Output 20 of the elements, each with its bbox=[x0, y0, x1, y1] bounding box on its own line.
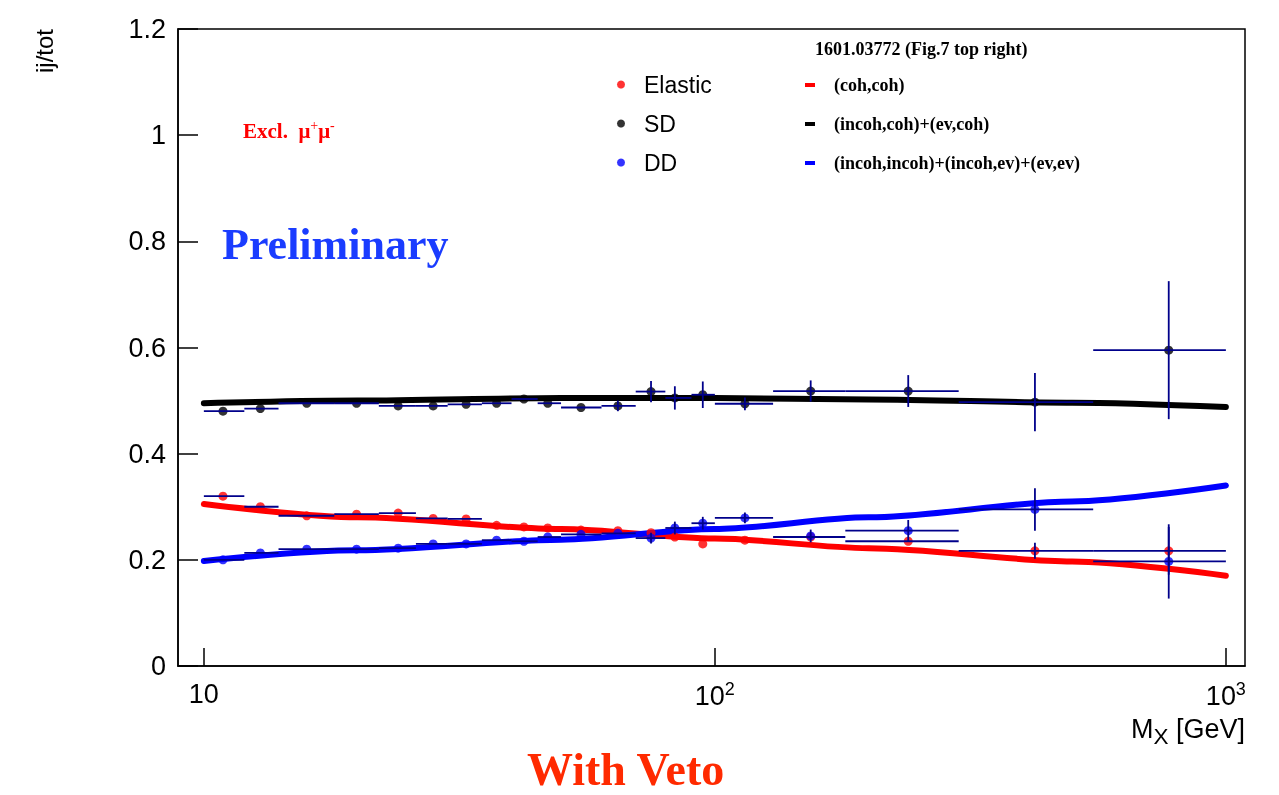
legend-label: DD bbox=[644, 149, 678, 176]
y-tick-label: 0.4 bbox=[128, 438, 166, 469]
y-tick-label: 0.8 bbox=[128, 226, 166, 257]
y-tick-label: 0.2 bbox=[128, 544, 166, 575]
legend-label: Elastic bbox=[644, 71, 712, 98]
y-tick-label: 0 bbox=[150, 651, 166, 681]
y-tick-label: 1 bbox=[150, 120, 166, 151]
text: With Veto bbox=[527, 743, 725, 795]
annotation: Excl. μ+μ- bbox=[243, 117, 336, 143]
legend-label: (incoh,coh)+(ev,coh) bbox=[834, 114, 990, 135]
y-tick-label: 0.6 bbox=[128, 332, 166, 363]
legend-label: (coh,coh) bbox=[834, 75, 905, 96]
x-axis-title: M$_{X}$ [GeV] bbox=[1130, 714, 1245, 750]
legend-label: SD bbox=[644, 110, 676, 137]
legend-label: (incoh,incoh)+(incoh,ev)+(ev,ev) bbox=[834, 153, 1080, 174]
legend-title: 1601.03772 (Fig.7 top right) bbox=[815, 39, 1028, 60]
annotation: Preliminary bbox=[222, 219, 449, 269]
x-tick-label: 10 bbox=[188, 678, 219, 709]
y-tick-label: 1.2 bbox=[128, 14, 166, 44]
y-axis-title: ij/tot bbox=[30, 28, 58, 74]
